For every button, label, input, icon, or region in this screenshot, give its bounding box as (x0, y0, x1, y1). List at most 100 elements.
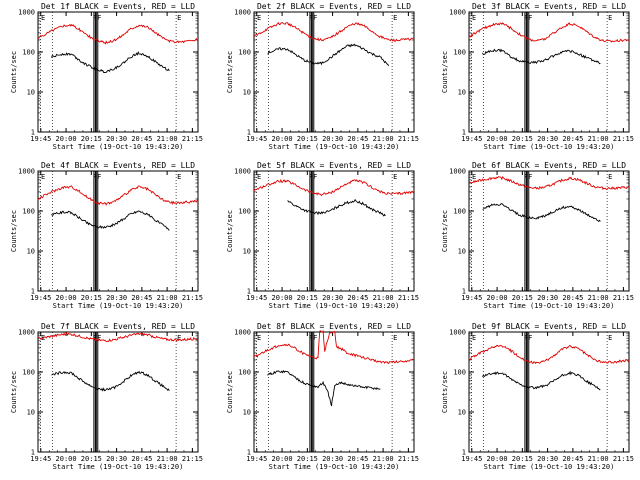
y-axis-label: Counts/sec (10, 51, 18, 93)
x-axis-label: Start Time (19-Oct-10 19:43:20) (53, 302, 184, 310)
x-tick-label: 19:45 (461, 294, 482, 302)
x-tick-label: 19:45 (246, 455, 267, 463)
x-tick-label: 19:45 (461, 135, 482, 143)
marker-label-right: E (393, 334, 397, 342)
plot-frame (253, 11, 415, 133)
marker-label-right: E (177, 14, 181, 22)
x-tick-label: 20:45 (131, 135, 152, 143)
x-tick-label: 19:45 (30, 294, 51, 302)
x-axis-label: Start Time (19-Oct-10 19:43:20) (484, 302, 615, 310)
marker-label-center: FF (93, 14, 101, 22)
marker-label-right: E (608, 14, 612, 22)
events-series-line (51, 51, 170, 74)
x-tick-label: 21:15 (398, 135, 419, 143)
lld-series-line (468, 344, 630, 365)
x-axis-label: Start Time (19-Oct-10 19:43:20) (53, 143, 184, 151)
lld-series-line (37, 23, 199, 45)
y-axis-label: Counts/sec (10, 210, 18, 252)
y-tick-label: 100 (453, 208, 466, 216)
chart-panel-5: Det 5f BLACK = Events, RED = LLD 19:45 20:… (226, 161, 419, 310)
x-tick-label: 20:30 (106, 135, 127, 143)
x-tick-label: 20:45 (347, 135, 368, 143)
y-tick-label: 100 (238, 49, 251, 57)
x-tick-label: 20:30 (322, 294, 343, 302)
x-tick-label: 21:00 (373, 135, 394, 143)
marker-label-center: FF (524, 173, 532, 181)
y-tick-label: 1 (31, 129, 35, 137)
y-tick-label: 100 (238, 208, 251, 216)
chart-panel-6: Det 6f BLACK = Events, RED = LLD 19:45 20:… (441, 161, 634, 310)
plot-frame (468, 170, 630, 292)
chart-panel-4: Det 4f BLACK = Events, RED = LLD 19:45 20:… (10, 161, 203, 310)
x-tick-label: 20:45 (562, 135, 583, 143)
y-tick-label: 100 (22, 208, 35, 216)
x-tick-label: 20:00 (487, 455, 508, 463)
x-tick-label: 20:30 (537, 135, 558, 143)
x-tick-label: 19:45 (30, 455, 51, 463)
chart-panel-2: Det 2f BLACK = Events, RED = LLD 19:45 20:… (226, 2, 419, 151)
chart-panel-3: Det 3f BLACK = Events, RED = LLD 19:45 20:… (441, 2, 634, 151)
x-tick-label: 20:15 (512, 135, 533, 143)
marker-label-center: FF (309, 334, 317, 342)
lld-series-line (253, 21, 415, 42)
x-tick-label: 20:30 (106, 455, 127, 463)
marker-label-left: E (257, 173, 261, 181)
x-tick-label: 20:30 (537, 455, 558, 463)
x-tick-label: 20:45 (562, 455, 583, 463)
x-tick-label: 20:00 (487, 135, 508, 143)
marker-label-left: E (41, 14, 45, 22)
marker-label-center: FF (524, 14, 532, 22)
marker-label-right: E (177, 334, 181, 342)
x-tick-label: 21:15 (613, 294, 634, 302)
marker-label-center: FF (309, 14, 317, 22)
y-tick-label: 1000 (18, 329, 35, 337)
y-tick-label: 10 (243, 409, 251, 417)
y-tick-label: 10 (458, 89, 466, 97)
lld-series-line (468, 22, 630, 43)
x-tick-label: 20:15 (81, 455, 102, 463)
marker-label-left: E (472, 173, 476, 181)
y-tick-label: 10 (458, 248, 466, 256)
y-tick-label: 1 (31, 288, 35, 296)
panel-title: Det 4f BLACK = Events, RED = LLD (41, 161, 195, 170)
y-tick-label: 10 (243, 248, 251, 256)
x-axis-label: Start Time (19-Oct-10 19:43:20) (269, 302, 400, 310)
x-tick-label: 20:15 (81, 294, 102, 302)
x-axis-label: Start Time (19-Oct-10 19:43:20) (53, 463, 184, 471)
x-tick-label: 20:15 (81, 135, 102, 143)
marker-label-right: E (608, 334, 612, 342)
x-tick-label: 21:15 (398, 294, 419, 302)
y-tick-label: 1000 (449, 9, 466, 17)
x-tick-label: 21:00 (157, 294, 178, 302)
y-tick-label: 1 (247, 449, 251, 457)
x-tick-label: 20:45 (131, 455, 152, 463)
x-tick-label: 19:45 (461, 455, 482, 463)
x-axis-label: Start Time (19-Oct-10 19:43:20) (484, 143, 615, 151)
y-tick-label: 10 (243, 89, 251, 97)
x-tick-label: 19:45 (246, 135, 267, 143)
x-tick-label: 20:00 (56, 294, 77, 302)
events-series-line (51, 210, 170, 231)
plot-frame (37, 11, 199, 133)
x-tick-label: 20:45 (347, 294, 368, 302)
x-tick-label: 19:45 (246, 294, 267, 302)
x-tick-label: 21:15 (613, 135, 634, 143)
marker-label-center: FF (524, 334, 532, 342)
plot-frame (468, 331, 630, 453)
x-tick-label: 21:00 (373, 455, 394, 463)
plot-frame (468, 11, 630, 133)
x-tick-label: 21:15 (182, 294, 203, 302)
marker-label-left: E (257, 14, 261, 22)
x-tick-label: 19:45 (30, 135, 51, 143)
x-tick-label: 21:00 (588, 294, 609, 302)
y-tick-label: 10 (458, 409, 466, 417)
panel-title: Det 5f BLACK = Events, RED = LLD (257, 161, 411, 170)
panel-title: Det 2f BLACK = Events, RED = LLD (257, 2, 411, 11)
x-tick-label: 21:15 (182, 455, 203, 463)
y-tick-label: 100 (453, 369, 466, 377)
events-series-line (267, 369, 381, 407)
events-series-line (287, 198, 386, 217)
events-series-line (51, 370, 170, 392)
y-axis-label: Counts/sec (226, 371, 234, 413)
